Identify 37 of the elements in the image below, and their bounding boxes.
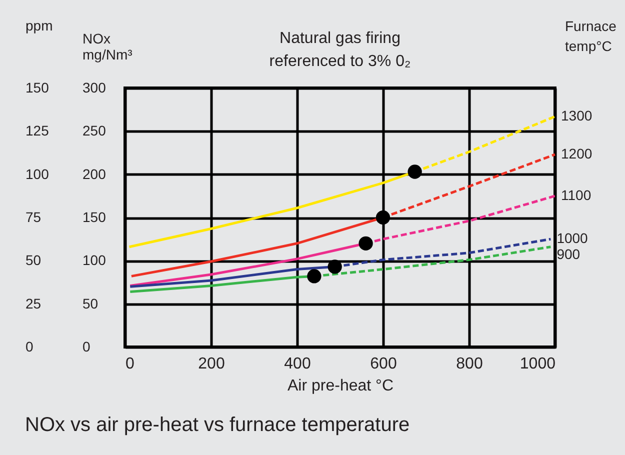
point [307, 269, 322, 284]
y2-axis-title: ppm [26, 18, 53, 34]
y-tick-label: 0 [82, 338, 90, 354]
point [328, 260, 342, 274]
x-tick-label: 1000 [520, 356, 556, 372]
point [358, 236, 373, 250]
series-label: 1300 [561, 107, 592, 124]
y2-tick-label: 100 [26, 166, 50, 182]
series-label: 1100 [561, 186, 592, 203]
point [408, 164, 422, 179]
y-tick-label: 150 [82, 209, 106, 225]
series-label: 1200 [561, 145, 592, 162]
x-tick-label: 400 [284, 356, 311, 372]
y2-tick-label: 50 [26, 252, 42, 268]
y-tick-label: 300 [82, 80, 106, 96]
series-label: 900 [556, 246, 580, 262]
x-tick-label: 600 [370, 356, 397, 372]
x-tick-label: 800 [456, 356, 483, 372]
chart-subtitle: referenced to 3% 0₂ [269, 53, 411, 70]
y-axis-title: NOx mg/Nm³ [82, 30, 133, 62]
y2-tick-label: 25 [26, 295, 42, 312]
series-label: 1000 [556, 230, 588, 246]
y2-tick-label: 0 [26, 338, 34, 354]
y2-tick-label: 75 [26, 209, 42, 225]
x-tick-label: 200 [198, 356, 225, 372]
y-tick-label: 250 [82, 122, 106, 139]
x-tick-label: 0 [126, 356, 134, 372]
y-tick-label: 50 [82, 295, 98, 312]
y-tick-label: 200 [82, 166, 106, 182]
y2-tick-label: 125 [26, 122, 50, 139]
y2-tick-label: 150 [26, 80, 50, 96]
legend-title: Furnace temp°C [565, 18, 617, 54]
text: NOx vs air pre-heat vs furnace temperature [25, 414, 410, 436]
y-tick-label: 100 [82, 252, 106, 268]
chart-title: Natural gas firing [280, 30, 400, 47]
x-axis-title: Air pre-heat °C [288, 378, 394, 394]
point [376, 210, 390, 225]
